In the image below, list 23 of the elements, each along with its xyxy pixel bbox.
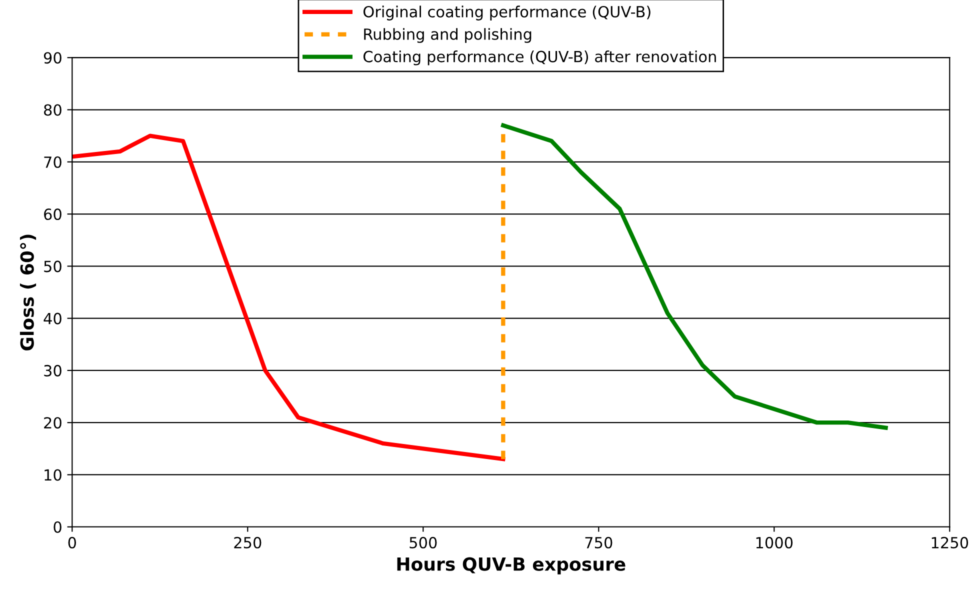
y-tick-label: 40 — [44, 312, 62, 324]
x-tick-label: 1250 — [932, 536, 968, 548]
legend-label: Coating performance (QUV-B) after renovation — [364, 50, 716, 66]
y-tick-label: 70 — [44, 156, 62, 168]
x-axis-title: Hours QUV-B exposure — [397, 557, 626, 574]
y-axis-title: Gloss ( 60°) — [20, 234, 36, 350]
x-tick-label: 250 — [234, 536, 262, 548]
legend-label: Rubbing and polishing — [364, 28, 532, 43]
y-tick-label: 10 — [44, 469, 62, 481]
x-tick-label: 750 — [585, 536, 612, 548]
x-tick-label: 500 — [410, 536, 437, 548]
y-tick-label: 20 — [44, 417, 62, 429]
y-tick-label: 60 — [44, 208, 62, 220]
y-tick-label: 50 — [44, 260, 62, 272]
legend-label: Original coating performance (QUV-B) — [364, 6, 650, 20]
x-tick-label: 1000 — [756, 536, 793, 548]
y-tick-label: 30 — [44, 364, 62, 376]
y-tick-label: 90 — [44, 52, 62, 64]
y-tick-label: 0 — [54, 521, 62, 533]
line-series — [72, 134, 506, 462]
x-tick-label: 0 — [68, 536, 76, 548]
y-tick-label: 80 — [44, 104, 62, 116]
line-series — [501, 123, 888, 430]
